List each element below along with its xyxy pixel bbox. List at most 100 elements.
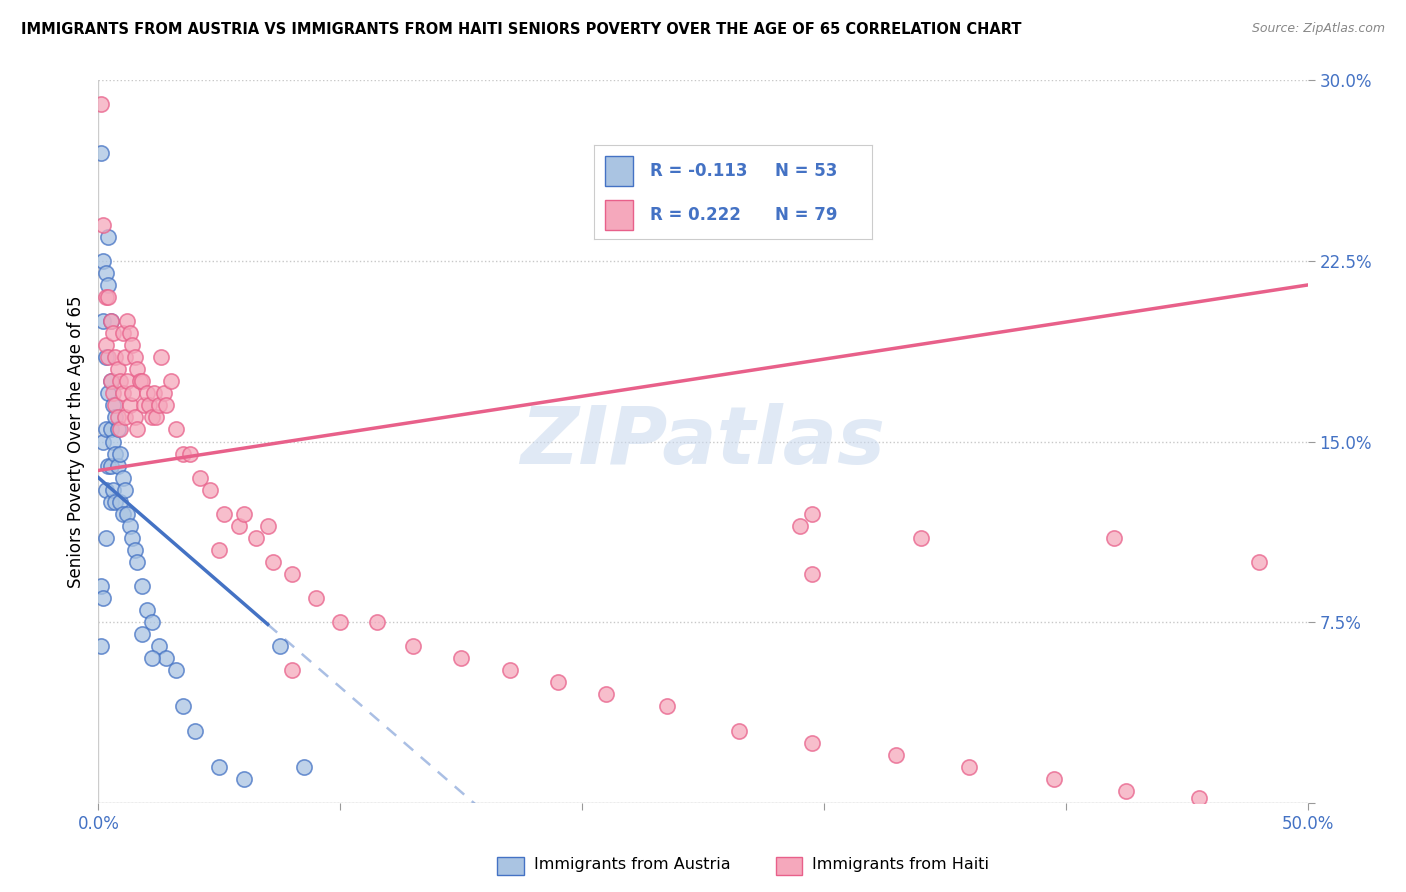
Point [108, 422, 131, 436]
Point [910, 531, 932, 545]
Point [198, 483, 221, 497]
Point [957, 760, 980, 774]
Point [245, 531, 267, 545]
FancyBboxPatch shape [776, 857, 803, 875]
Point [94, 483, 117, 497]
Point [114, 410, 136, 425]
Point [232, 507, 254, 521]
Point [128, 374, 150, 388]
Point [97, 458, 120, 473]
Point [305, 591, 328, 605]
Point [117, 314, 139, 328]
Point [94, 422, 117, 436]
Point [150, 350, 173, 364]
Point [108, 446, 131, 460]
Point [107, 458, 129, 473]
Text: ZIPatlas: ZIPatlas [520, 402, 886, 481]
Point [104, 494, 127, 508]
Y-axis label: Seniors Poverty Over the Age of 65: Seniors Poverty Over the Age of 65 [66, 295, 84, 588]
Point [127, 362, 149, 376]
Point [91, 314, 114, 328]
Point [94, 338, 117, 352]
Point [143, 386, 166, 401]
Point [97, 350, 120, 364]
Point [141, 410, 163, 425]
Point [595, 687, 617, 701]
Point [145, 410, 167, 425]
Point [155, 651, 177, 665]
Point [97, 386, 120, 401]
Point [107, 422, 129, 436]
Text: Immigrants from Austria: Immigrants from Austria [534, 856, 730, 871]
Point [547, 675, 569, 690]
Point [104, 350, 127, 364]
Point [141, 615, 163, 630]
Point [262, 555, 284, 569]
Point [100, 374, 122, 388]
Point [91, 218, 114, 232]
Point [800, 567, 823, 582]
Point [100, 458, 122, 473]
Point [127, 555, 149, 569]
Point [97, 277, 120, 292]
Point [90, 97, 112, 112]
Point [1115, 784, 1137, 798]
Point [212, 507, 235, 521]
Point [91, 591, 114, 605]
Point [121, 531, 143, 545]
Point [97, 290, 120, 304]
Point [148, 639, 170, 653]
Point [101, 398, 124, 412]
Point [172, 699, 194, 714]
Point [108, 374, 131, 388]
Point [91, 434, 114, 449]
Point [121, 338, 143, 352]
Point [800, 507, 823, 521]
Point [184, 723, 207, 738]
Point [208, 760, 231, 774]
Point [165, 664, 187, 678]
Point [127, 422, 149, 436]
Point [1188, 791, 1211, 805]
Point [114, 350, 136, 364]
Point [789, 518, 811, 533]
Point [281, 567, 304, 582]
Point [118, 398, 141, 412]
Point [101, 434, 124, 449]
Point [100, 374, 122, 388]
Point [135, 386, 157, 401]
Point [101, 386, 124, 401]
Point [94, 350, 117, 364]
Point [134, 398, 156, 412]
Point [165, 422, 187, 436]
Point [232, 772, 254, 786]
Point [135, 603, 157, 617]
Point [886, 747, 908, 762]
Point [104, 446, 127, 460]
Point [329, 615, 352, 630]
Point [97, 230, 120, 244]
Point [188, 470, 211, 484]
Point [172, 446, 194, 460]
Point [256, 518, 278, 533]
Point [90, 639, 112, 653]
Point [131, 374, 153, 388]
Point [101, 326, 124, 340]
Point [228, 518, 250, 533]
Point [208, 542, 231, 557]
Point [131, 627, 153, 641]
Point [728, 723, 751, 738]
Point [281, 664, 304, 678]
Text: IMMIGRANTS FROM AUSTRIA VS IMMIGRANTS FROM HAITI SENIORS POVERTY OVER THE AGE OF: IMMIGRANTS FROM AUSTRIA VS IMMIGRANTS FR… [21, 22, 1022, 37]
Point [450, 651, 472, 665]
Point [124, 542, 146, 557]
Point [160, 374, 183, 388]
Point [100, 422, 122, 436]
Point [94, 290, 117, 304]
Point [121, 386, 143, 401]
Point [655, 699, 678, 714]
Point [104, 410, 127, 425]
Point [155, 398, 177, 412]
Point [292, 760, 315, 774]
Point [101, 483, 124, 497]
